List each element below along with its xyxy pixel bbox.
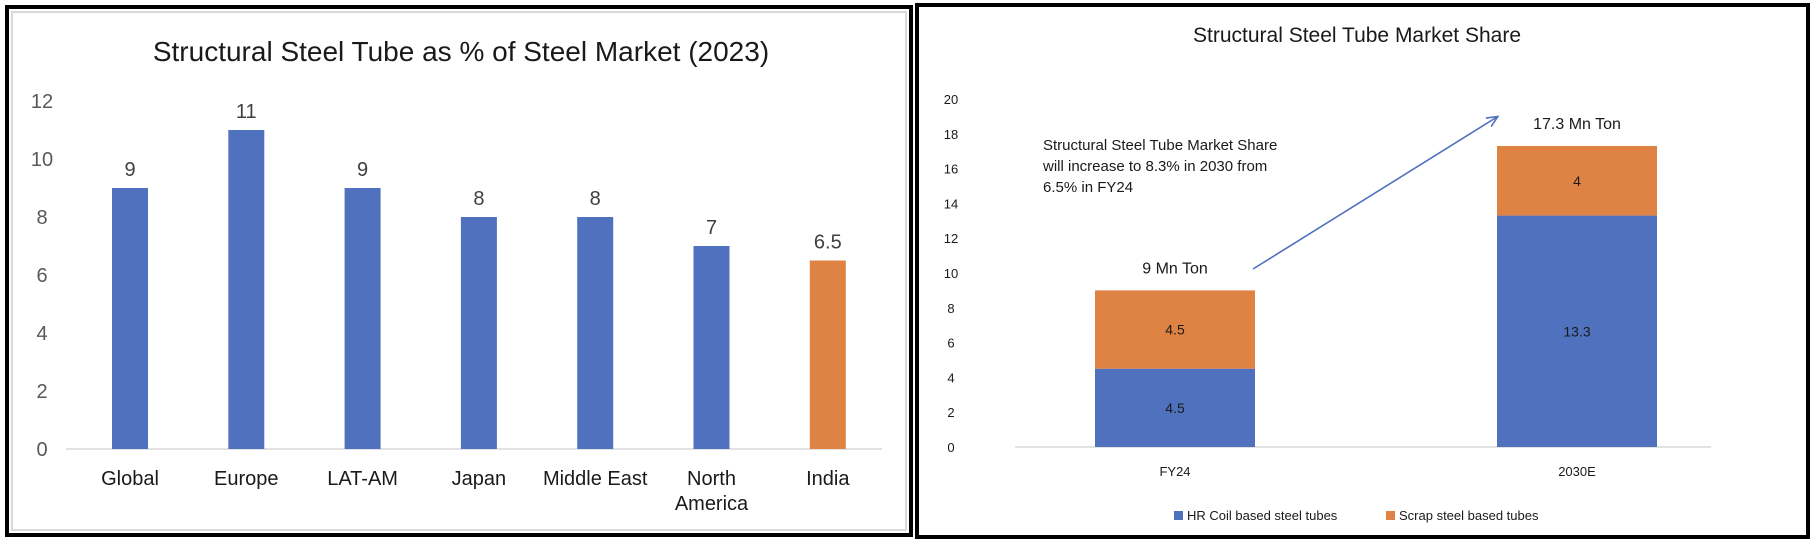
y-tick-label: 14	[944, 196, 958, 211]
y-tick-label: 4	[947, 370, 954, 385]
x-tick-label: Middle East	[543, 468, 648, 490]
legend-swatch-scrap	[1386, 511, 1395, 520]
right-stacked-bars: 4.5 4.5 9 Mn Ton 13.3 4 17.3 Mn Ton	[1095, 116, 1657, 447]
segment-label: 4.5	[1165, 400, 1185, 416]
y-tick-label: 8	[36, 207, 47, 229]
legend-label-scrap: Scrap steel based tubes	[1399, 508, 1539, 523]
bar-north-america	[693, 246, 730, 449]
data-label: 11	[236, 101, 257, 123]
data-label: 6.5	[814, 232, 842, 254]
x-tick-label: North	[687, 468, 736, 490]
bar-lat-am	[344, 188, 381, 449]
segment-label: 4	[1573, 173, 1581, 189]
y-tick-label: 8	[947, 301, 954, 316]
right-chart-panel: Structural Steel Tube Market Share 0 2 4 6 8…	[915, 3, 1810, 539]
growth-arrow-icon	[1252, 115, 1500, 270]
x-tick-label: FY24	[1159, 464, 1190, 479]
bar-segment-scrap-2030e	[1497, 145, 1657, 216]
legend-swatch-hr-coil	[1174, 511, 1183, 520]
x-tick-label: 2030E	[1558, 464, 1596, 479]
y-tick-label: 12	[944, 231, 958, 246]
bar-europe	[228, 130, 265, 449]
y-tick-label: 10	[31, 149, 53, 171]
bar-segment-scrap-fy24	[1095, 290, 1255, 369]
y-tick-label: 4	[36, 323, 47, 345]
left-chart-title: Structural Steel Tube as % of Steel Mark…	[153, 36, 769, 67]
bar-japan	[460, 217, 497, 449]
total-label: 17.3 Mn Ton	[1533, 116, 1621, 133]
segment-label: 4.5	[1165, 322, 1185, 338]
right-y-axis: 0 2 4 6 8 10 12 14 16 18 20	[944, 92, 958, 455]
y-tick-label: 10	[944, 266, 958, 281]
y-tick-label: 6	[36, 265, 47, 287]
right-chart-title: Structural Steel Tube Market Share	[1193, 24, 1521, 47]
annotation-line: Structural Steel Tube Market Share	[1043, 137, 1277, 154]
y-tick-label: 16	[944, 162, 958, 177]
total-label: 9 Mn Ton	[1142, 260, 1208, 277]
x-tick-label: India	[806, 468, 850, 490]
bar-segment-hr-coil-fy24	[1095, 368, 1255, 447]
bar-global	[112, 188, 148, 449]
y-tick-label: 12	[31, 91, 53, 113]
left-x-axis: Global Europe LAT-AM Japan Middle East North A…	[101, 468, 850, 515]
y-tick-label: 2	[947, 405, 954, 420]
growth-annotation: Structural Steel Tube Market Share will …	[1042, 115, 1500, 270]
right-chart-svg: Structural Steel Tube Market Share 0 2 4 6 8…	[944, 24, 1711, 523]
bar-segment-hr-coil-2030e	[1497, 215, 1657, 447]
x-tick-label: LAT-AM	[327, 468, 398, 490]
data-label: 7	[706, 217, 717, 239]
annotation-line: will increase to 8.3% in 2030 from	[1042, 158, 1267, 175]
legend: HR Coil based steel tubes Scrap steel ba…	[1174, 508, 1539, 523]
data-label: 9	[357, 159, 368, 181]
data-label: 8	[473, 188, 484, 210]
data-label: 8	[590, 188, 601, 210]
y-tick-label: 0	[947, 440, 954, 455]
legend-label-hr-coil: HR Coil based steel tubes	[1187, 508, 1338, 523]
y-tick-label: 20	[944, 92, 958, 107]
x-tick-label: America	[675, 493, 749, 515]
left-chart-panel: Structural Steel Tube as % of Steel Mark…	[5, 5, 913, 537]
left-chart-svg: Structural Steel Tube as % of Steel Mark…	[31, 36, 882, 515]
bar-india	[809, 260, 846, 449]
right-x-axis: FY24 2030E	[1159, 464, 1596, 479]
y-tick-label: 18	[944, 127, 958, 142]
x-tick-label: Europe	[214, 468, 279, 490]
annotation-line: 6.5% in FY24	[1043, 179, 1133, 196]
bar-middle-east	[577, 217, 614, 449]
x-tick-label: Japan	[452, 468, 507, 490]
y-tick-label: 0	[36, 439, 47, 461]
segment-label: 13.3	[1563, 323, 1590, 339]
y-tick-label: 2	[36, 381, 47, 403]
left-data-labels: 9 11 9 8 8 7 6.5	[124, 101, 841, 254]
x-tick-label: Global	[101, 468, 159, 490]
left-bars	[112, 130, 846, 449]
left-y-axis: 0 2 4 6 8 10 12	[31, 91, 53, 461]
data-label: 9	[124, 159, 135, 181]
y-tick-label: 6	[947, 336, 954, 351]
